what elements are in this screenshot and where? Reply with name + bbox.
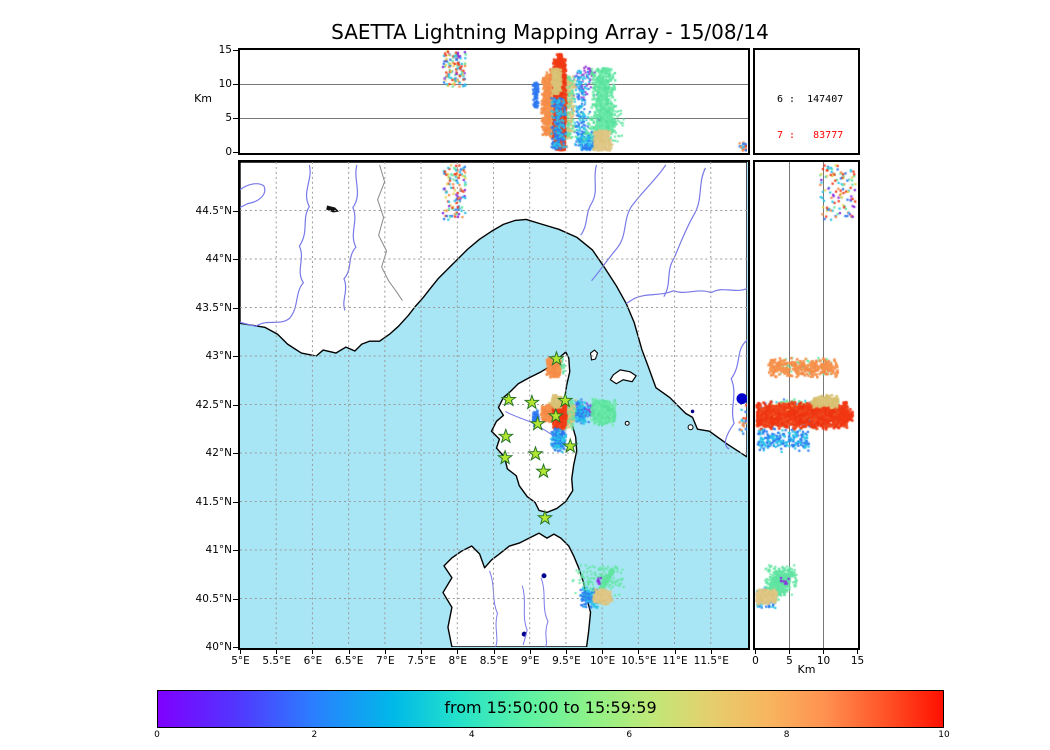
altitude-latitude-canvas bbox=[755, 162, 857, 647]
lma-station-star bbox=[562, 437, 579, 454]
lon-tick-label: 11.5°E bbox=[693, 655, 729, 667]
colorbar-time-label: from 15:50:00 to 15:59:59 bbox=[444, 698, 657, 717]
lon-tick-label: 7.5°E bbox=[407, 655, 436, 667]
colorbar-tick-label: 8 bbox=[783, 730, 790, 740]
lon-tick-label: 8°E bbox=[448, 655, 468, 667]
lon-tick-label: 10°E bbox=[590, 655, 616, 667]
map-lightning-canvas bbox=[240, 162, 747, 647]
lma-station-star bbox=[523, 393, 541, 410]
lon-tick-label: 6°E bbox=[303, 655, 323, 667]
tick-mark bbox=[233, 453, 238, 454]
colorbar-tick-label: 2 bbox=[311, 730, 318, 740]
tick-mark bbox=[857, 650, 858, 654]
lon-tick-label: 11°E bbox=[662, 655, 688, 667]
right-panel-xlabel: Km bbox=[797, 663, 816, 676]
tick-mark bbox=[493, 650, 495, 654]
altitude-tick-label: 10 bbox=[816, 655, 831, 667]
tick-mark bbox=[421, 650, 423, 654]
colorbar-tick-label: 0 bbox=[154, 730, 160, 740]
tick-mark bbox=[638, 650, 640, 654]
colorbar-tick-label: 6 bbox=[626, 730, 633, 740]
lma-station-star bbox=[548, 350, 565, 366]
tick-mark bbox=[348, 650, 350, 654]
lon-tick-label: 5°E bbox=[231, 655, 250, 667]
tick-mark bbox=[233, 259, 238, 260]
colorbar-tick-label: 4 bbox=[468, 730, 475, 740]
top-panel-ylabel: Km bbox=[194, 92, 212, 105]
tick-mark bbox=[233, 210, 238, 212]
colorbar: from 15:50:00 to 15:59:59 bbox=[157, 690, 944, 728]
lat-tick-label: 42.5°N bbox=[195, 398, 232, 411]
tick-mark bbox=[312, 650, 314, 654]
altitude-tick-label: 15 bbox=[850, 655, 865, 667]
lat-tick-label: 41.5°N bbox=[195, 495, 232, 508]
edge-marker-dot bbox=[736, 393, 747, 405]
lma-station-star bbox=[535, 462, 552, 479]
tick-mark bbox=[233, 118, 238, 119]
tick-mark bbox=[276, 650, 278, 654]
tick-mark bbox=[233, 152, 238, 153]
lma-station-star bbox=[536, 509, 554, 525]
tick-mark bbox=[457, 650, 459, 654]
tick-mark bbox=[529, 650, 531, 654]
page-title: SAETTA Lightning Mapping Array - 15/08/1… bbox=[331, 20, 769, 44]
lma-station-star bbox=[527, 445, 544, 461]
altitude-tick-label: 5 bbox=[225, 112, 232, 124]
altitude-tick-label: 5 bbox=[786, 655, 793, 667]
map-panel bbox=[238, 160, 750, 650]
lon-tick-label: 8.5°E bbox=[479, 655, 509, 667]
tick-mark bbox=[755, 650, 756, 654]
lat-tick-label: 44.5°N bbox=[195, 204, 232, 217]
stations-overlay bbox=[496, 350, 747, 525]
stats-box: 6 : 147407 7 : 83777 8 : 41870 9 : 18234… bbox=[753, 48, 860, 326]
altitude-tick-label: 0 bbox=[752, 655, 759, 667]
lon-tick-label: 10.5°E bbox=[621, 655, 657, 667]
tick-mark bbox=[674, 650, 676, 654]
tick-mark bbox=[233, 647, 238, 648]
altitude-tick-label: 15 bbox=[218, 44, 232, 56]
tick-mark bbox=[789, 650, 790, 654]
tick-mark bbox=[233, 501, 238, 503]
lat-tick-label: 40°N bbox=[205, 641, 232, 653]
tick-mark bbox=[823, 650, 824, 654]
altitude-tick-label: 0 bbox=[225, 146, 232, 158]
tick-mark bbox=[602, 650, 604, 654]
tick-mark bbox=[233, 50, 238, 51]
tick-mark bbox=[233, 356, 238, 357]
lat-tick-label: 44°N bbox=[205, 253, 232, 265]
lat-tick-label: 40.5°N bbox=[195, 592, 232, 605]
lma-station-star bbox=[496, 449, 514, 465]
tick-mark bbox=[233, 84, 238, 85]
tick-mark bbox=[240, 650, 241, 654]
stats-row: 6 : 147407 bbox=[771, 93, 844, 105]
tick-mark bbox=[233, 550, 238, 551]
lon-tick-label: 6.5°E bbox=[334, 655, 364, 667]
lon-tick-label: 5.5°E bbox=[262, 655, 291, 667]
lat-tick-label: 42°N bbox=[205, 447, 232, 459]
lat-tick-label: 43°N bbox=[205, 350, 232, 362]
tick-mark bbox=[233, 307, 238, 309]
lon-tick-label: 9°E bbox=[520, 655, 540, 667]
tick-mark bbox=[233, 404, 238, 406]
lma-station-star bbox=[500, 391, 517, 407]
lma-station-star bbox=[497, 427, 515, 444]
tick-mark bbox=[565, 650, 567, 654]
lat-tick-label: 41°N bbox=[205, 544, 232, 556]
tick-mark bbox=[233, 598, 238, 600]
lma-station-star bbox=[529, 415, 546, 431]
lma-station-star bbox=[547, 407, 565, 424]
altitude-latitude-panel bbox=[753, 160, 860, 650]
colorbar-tick-label: 10 bbox=[938, 730, 950, 740]
stats-row: 7 : 83777 bbox=[771, 130, 844, 142]
lon-tick-label: 9.5°E bbox=[552, 655, 581, 667]
altitude-longitude-canvas bbox=[240, 50, 747, 152]
tick-mark bbox=[384, 650, 386, 654]
lma-station-star bbox=[557, 392, 574, 408]
tick-mark bbox=[710, 650, 712, 654]
lat-tick-label: 43.5°N bbox=[195, 301, 232, 314]
altitude-tick-label: 10 bbox=[218, 78, 232, 90]
altitude-longitude-panel bbox=[238, 48, 750, 155]
lon-tick-label: 7°E bbox=[376, 655, 395, 667]
